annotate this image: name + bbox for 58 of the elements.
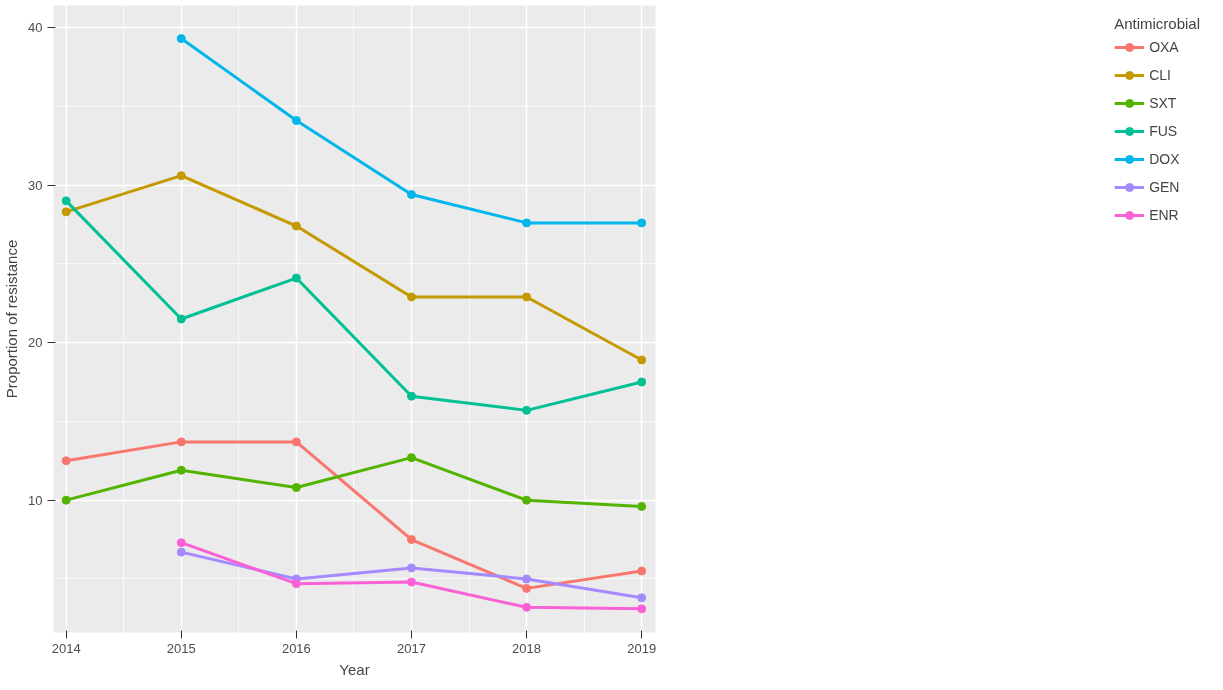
- point: [61, 495, 71, 505]
- legend-label: FUS: [1149, 123, 1178, 139]
- point: [176, 465, 186, 475]
- x-tick-label: 2016: [281, 640, 311, 656]
- point: [406, 391, 416, 401]
- point: [291, 273, 301, 283]
- legend-label: SXT: [1149, 95, 1177, 111]
- legend-label: DOX: [1149, 151, 1180, 167]
- x-tick-label: 2018: [512, 640, 542, 656]
- point: [406, 292, 416, 302]
- point: [406, 563, 416, 573]
- point: [176, 538, 186, 548]
- point: [522, 574, 532, 584]
- point: [637, 218, 647, 228]
- point: [61, 207, 71, 217]
- point: [291, 221, 301, 231]
- point: [406, 535, 416, 545]
- point: [176, 171, 186, 181]
- legend-label: ENR: [1149, 207, 1179, 223]
- point: [61, 196, 71, 206]
- x-tick-label: 2019: [627, 640, 657, 656]
- point: [637, 355, 647, 365]
- y-tick-label: 30: [28, 177, 43, 193]
- point: [176, 314, 186, 324]
- legend-title: Antimicrobial: [1114, 15, 1200, 32]
- x-tick-label: 2014: [51, 640, 81, 656]
- y-tick-label: 20: [28, 335, 43, 351]
- y-axis-title: Proportion of resistance: [3, 239, 21, 399]
- point: [176, 34, 186, 44]
- point: [176, 437, 186, 447]
- legend-label: GEN: [1149, 179, 1180, 195]
- point: [637, 566, 647, 576]
- point: [291, 437, 301, 447]
- point: [522, 602, 532, 612]
- point: [637, 593, 647, 603]
- point: [406, 577, 416, 587]
- legend-label: CLI: [1149, 67, 1171, 83]
- point: [291, 116, 301, 125]
- point: [522, 218, 532, 228]
- point: [522, 583, 532, 593]
- x-tick-label: 2017: [397, 640, 426, 656]
- point: [522, 405, 532, 415]
- point: [522, 292, 532, 302]
- y-tick-label: 10: [28, 492, 43, 508]
- point: [637, 377, 647, 387]
- point: [291, 579, 301, 589]
- point: [637, 604, 647, 614]
- legend-label: OXA: [1149, 39, 1179, 55]
- point: [291, 483, 301, 493]
- point: [406, 190, 416, 200]
- point: [61, 456, 71, 466]
- point: [406, 453, 416, 463]
- point: [176, 547, 186, 557]
- x-axis-title: Year: [339, 660, 370, 678]
- point: [637, 501, 647, 511]
- point: [522, 495, 532, 505]
- x-tick-label: 2015: [166, 640, 196, 656]
- y-tick-label: 40: [28, 20, 43, 36]
